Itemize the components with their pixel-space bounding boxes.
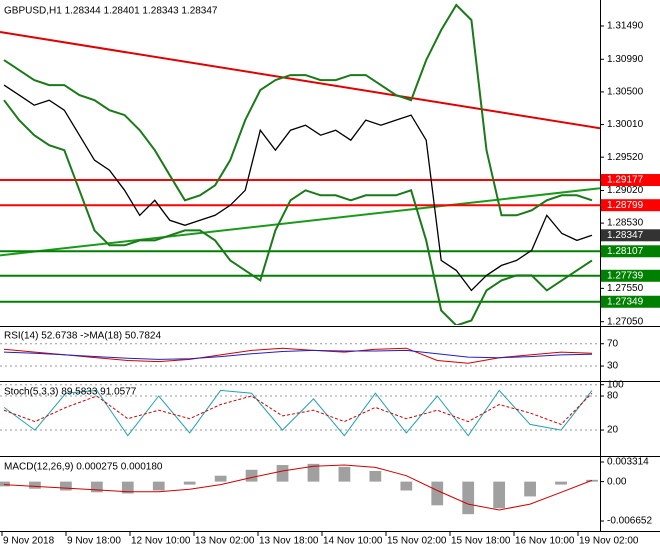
y-tick-label: 0.00 — [607, 476, 627, 487]
level-label-bg — [601, 245, 660, 258]
y-tick-label: 1.28530 — [607, 218, 644, 229]
histogram-bar — [245, 469, 258, 482]
level-label-bg — [601, 199, 660, 212]
x-tick-label: 14 Nov 10:00 — [323, 536, 383, 547]
level-label: 1.28799 — [607, 200, 644, 211]
y-tick-label: 1.30500 — [607, 87, 644, 98]
x-tick-label: 16 Nov 10:00 — [515, 536, 575, 547]
histogram-bar — [555, 481, 567, 485]
level-label-bg — [601, 269, 660, 282]
series-line — [3, 392, 593, 425]
series-line — [3, 84, 593, 292]
level-label: 1.27739 — [607, 270, 644, 281]
histogram-bar — [60, 481, 72, 491]
histogram-bar — [90, 481, 103, 493]
x-tick-label: 15 Nov 18:00 — [451, 536, 511, 547]
y-tick-label: 1.27050 — [607, 316, 644, 327]
y-tick-label: 1.29520 — [607, 152, 644, 163]
level-label-bg — [601, 295, 660, 308]
series-line — [3, 349, 593, 360]
x-tick-label: 13 Nov 02:00 — [195, 536, 255, 547]
y-tick-label: -0.006652 — [607, 516, 652, 527]
histogram-bar — [431, 481, 444, 506]
price-label-bg — [601, 229, 660, 242]
y-tick-label: 1.30010 — [607, 119, 644, 130]
histogram-bar — [29, 481, 41, 489]
panel — [0, 343, 600, 367]
histogram-bar — [121, 481, 134, 494]
histogram-bar — [307, 463, 320, 482]
histogram-bar — [152, 481, 165, 491]
histogram-bar — [400, 481, 413, 491]
series-line — [3, 99, 593, 325]
histogram-bar — [0, 481, 10, 487]
level-label: 1.28107 — [607, 246, 644, 257]
series-line — [3, 464, 593, 511]
histogram-bar — [338, 466, 351, 482]
y-tick-label: 100 — [607, 379, 624, 390]
histogram-bar — [214, 475, 227, 482]
y-tick-label: 1.31490 — [607, 21, 644, 32]
x-tick-label: 12 Nov 10:00 — [131, 536, 191, 547]
trend-line — [0, 187, 600, 257]
series-line — [3, 347, 593, 364]
y-tick-label: 20 — [607, 425, 619, 436]
y-tick-label: 1.30990 — [607, 54, 644, 65]
series-line — [3, 389, 593, 437]
price-label: 1.28347 — [607, 230, 644, 241]
histogram-bar — [183, 481, 196, 485]
y-tick-label: 80 — [607, 391, 619, 402]
x-tick-label: 9 Nov 2018 — [3, 536, 55, 547]
panel-title: GBPUSD,H1 1.28344 1.28401 1.28343 1.2834… — [4, 6, 218, 17]
panel — [0, 3, 600, 325]
histogram-bar — [369, 470, 382, 482]
panel — [0, 463, 598, 515]
level-label: 1.27349 — [607, 296, 644, 307]
panel-title: MACD(12,26,9) 0.000275 0.000180 — [4, 462, 163, 473]
y-tick-label: 0.003314 — [607, 457, 649, 468]
y-tick-label: 1.27550 — [607, 283, 644, 294]
panel-title: Stoch(5,3,3) 89.5833 91.0577 — [4, 387, 137, 398]
histogram-bar — [524, 481, 536, 497]
histogram-bar — [462, 481, 475, 515]
level-label-bg — [601, 174, 660, 187]
x-tick-label: 9 Nov 18:00 — [67, 536, 121, 547]
panel — [0, 384, 600, 437]
level-label: 1.29177 — [607, 175, 644, 186]
y-tick-label: 30 — [607, 361, 619, 372]
y-tick-label: 1.29020 — [607, 185, 644, 196]
series-line — [3, 3, 593, 217]
y-tick-label: 70 — [607, 338, 619, 349]
histogram-bar — [493, 481, 506, 509]
trend-line — [0, 31, 600, 130]
x-tick-label: 15 Nov 02:00 — [387, 536, 447, 547]
histogram-bar — [276, 465, 289, 482]
x-tick-label: 19 Nov 02:00 — [579, 536, 639, 547]
panel-title: RSI(14) 52.6738 ->MA(18) 50.7824 — [4, 331, 161, 342]
x-tick-label: 13 Nov 18:00 — [259, 536, 319, 547]
